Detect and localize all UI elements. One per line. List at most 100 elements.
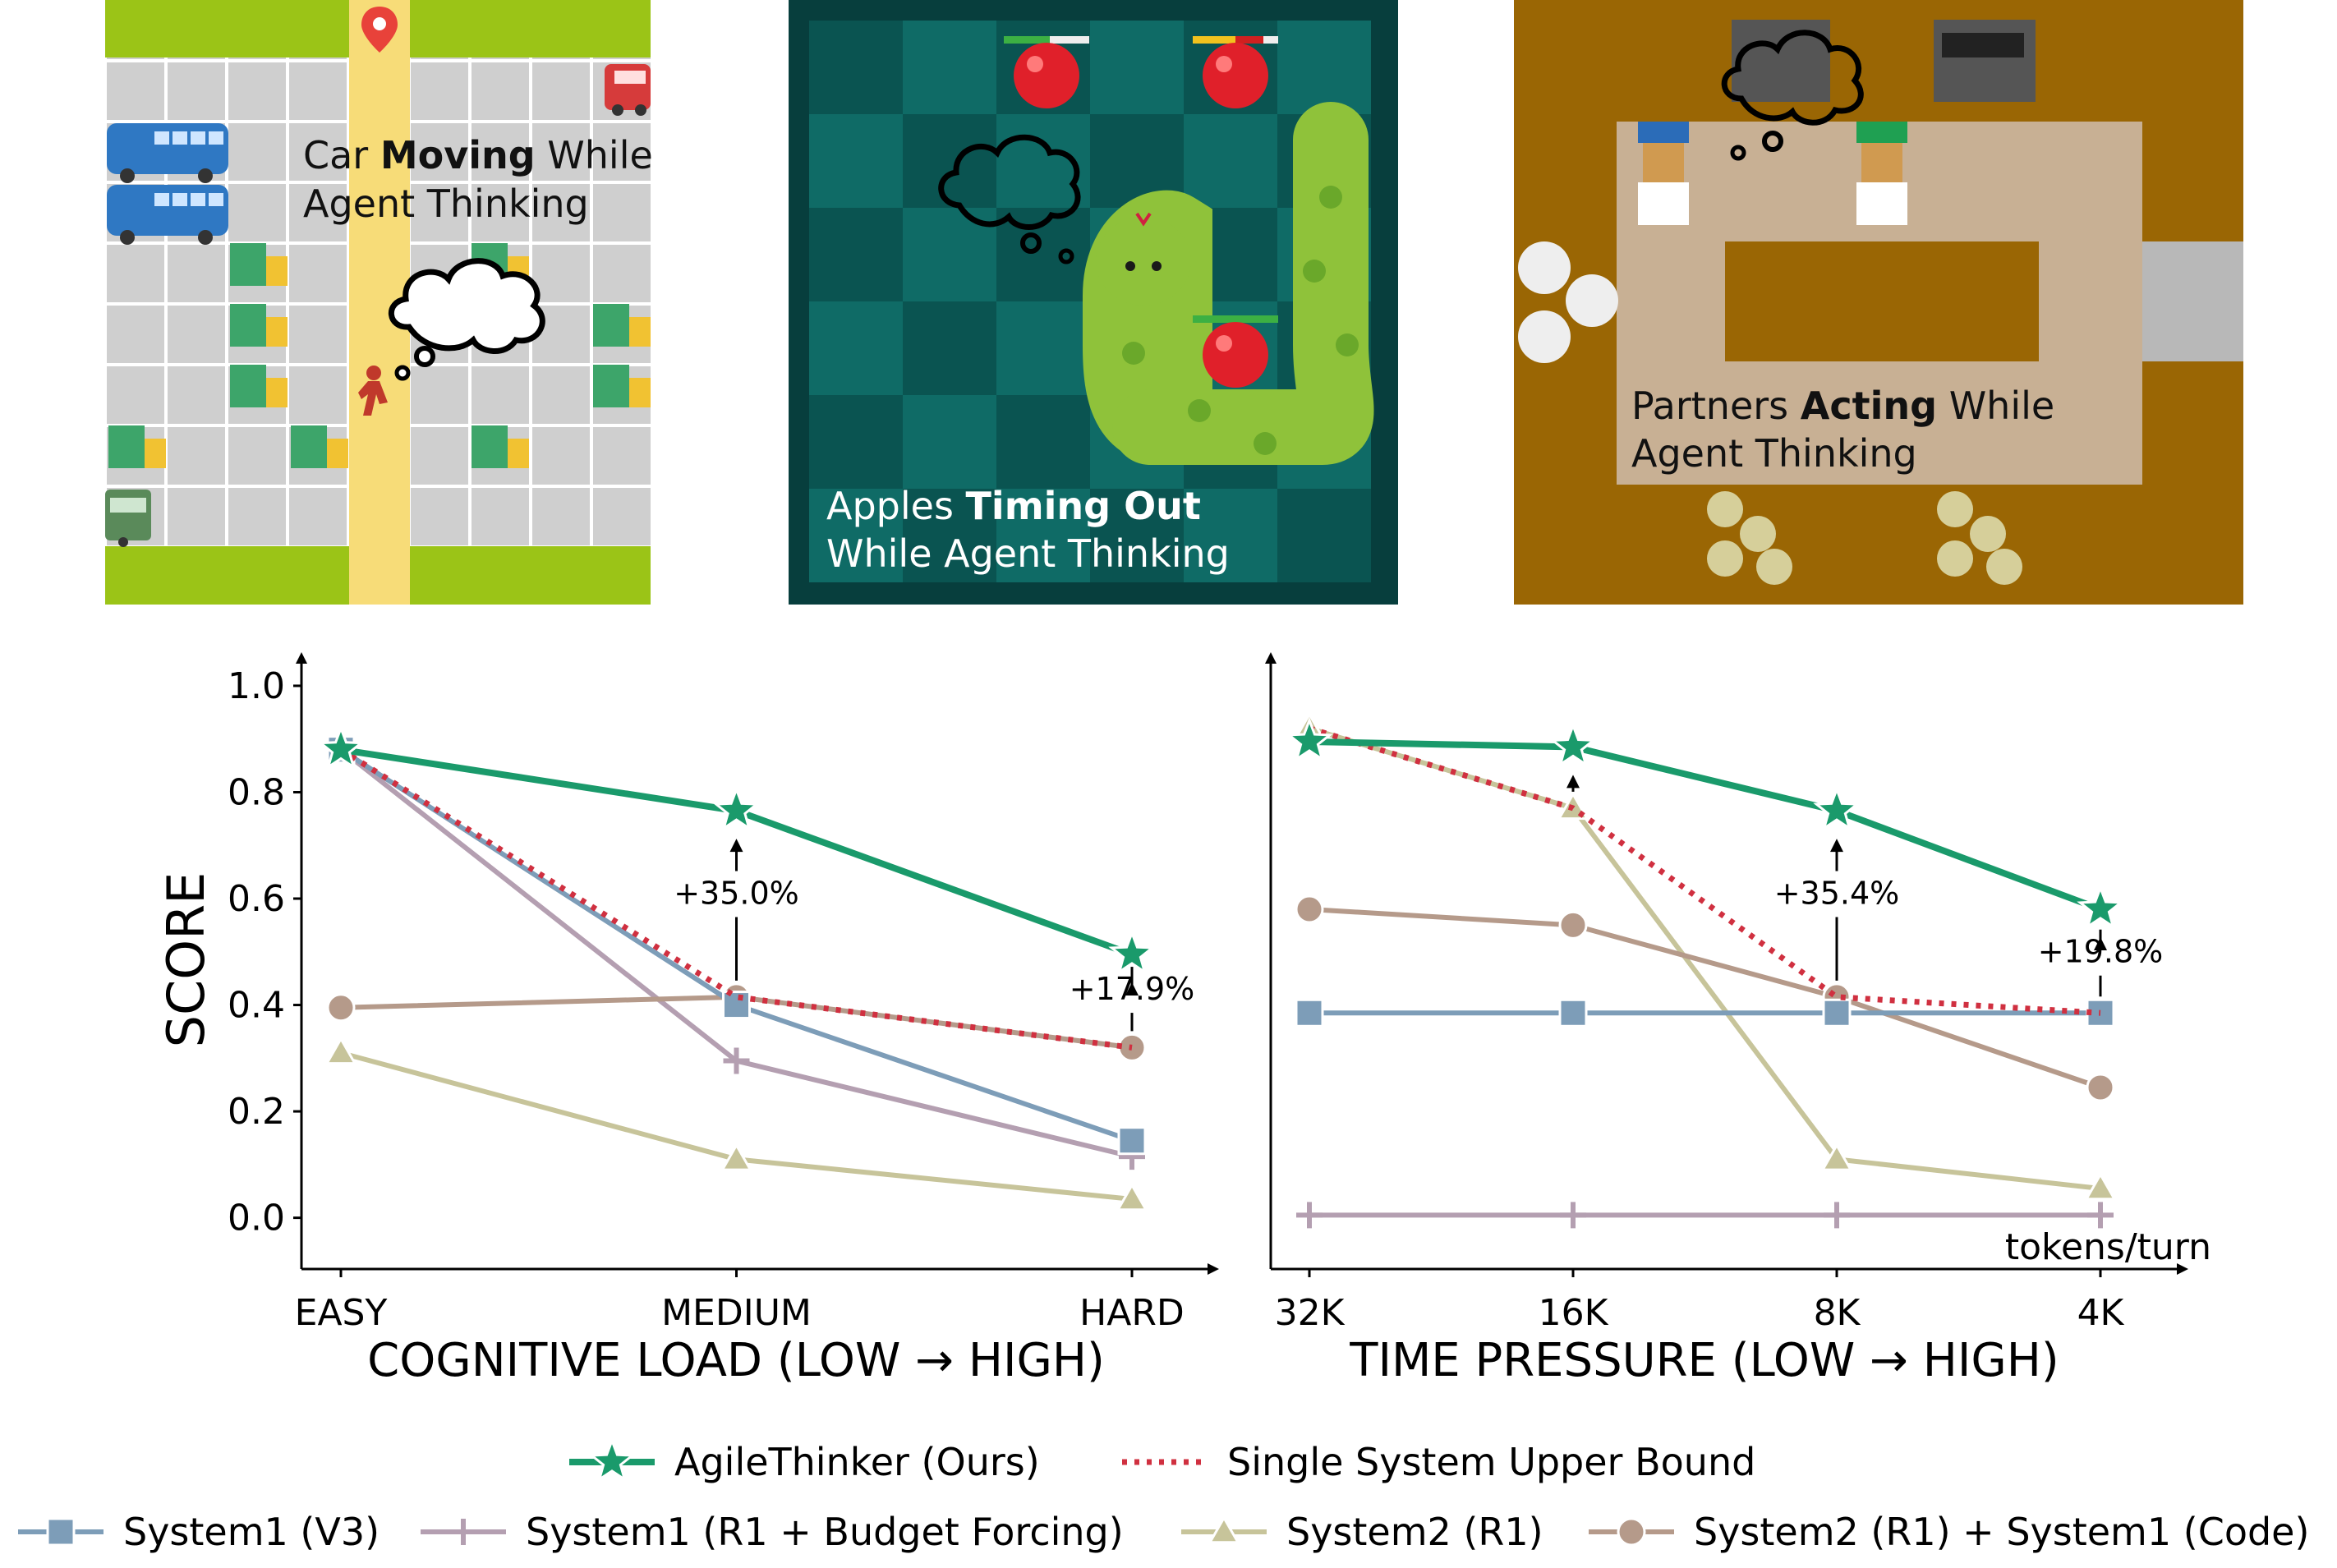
data-point-star <box>317 724 365 770</box>
y-axis-arrow <box>296 652 307 664</box>
overcooked-panel: Partners Acting While Agent Thinking <box>1514 0 2243 605</box>
truck-icons <box>108 243 651 468</box>
onion-icon <box>1970 516 2006 552</box>
data-point-star <box>588 1437 636 1483</box>
chef-icon <box>1856 122 1907 225</box>
board-cell <box>903 489 996 582</box>
data-point-star <box>1108 929 1156 975</box>
y-axis-label: SCORE <box>156 872 216 1048</box>
thought-bubble-icon <box>938 134 1081 264</box>
data-point-square <box>46 1517 76 1547</box>
chef-icon <box>1638 122 1689 225</box>
annotation-arrow <box>729 839 743 853</box>
board-cell <box>1090 21 1184 114</box>
legend-label: AgileThinker (Ours) <box>674 1440 1040 1484</box>
truck-cab <box>629 317 651 347</box>
x-axis-arrow <box>2177 1263 2188 1275</box>
thought-bubble-icon <box>389 258 545 381</box>
legend-label: System2 (R1) <box>1286 1510 1543 1554</box>
board-cell <box>996 395 1090 489</box>
truck-icon <box>230 243 266 286</box>
bus-icon <box>107 123 228 183</box>
data-point-star <box>1813 785 1861 831</box>
annotation-label: +35.0% <box>674 875 799 911</box>
annotation-arrow <box>1125 982 1139 996</box>
data-point-star <box>2077 884 2124 930</box>
onion-icon <box>1707 540 1743 577</box>
onion-icon <box>1937 491 1973 527</box>
onion-icon <box>1937 540 1973 577</box>
y-tick-label: 0.0 <box>228 1198 285 1239</box>
data-point-star <box>1549 722 1597 767</box>
truck-cab <box>327 439 348 468</box>
pin-icon <box>361 7 398 53</box>
snake-caption-line1: Apples Timing Out <box>826 484 1201 528</box>
truck-cab <box>629 378 651 407</box>
truck-icon <box>472 425 508 468</box>
board-cell <box>903 395 996 489</box>
serving-window <box>2142 241 2243 361</box>
chart-time-pressure: 32K 16K 8K 4K TIME PRESSURE (LOW → HIGH) toke… <box>1265 652 2211 1387</box>
snake-caption-line2: While Agent Thinking <box>826 531 1230 576</box>
legend-item-sys1r1: System1 (R1 + Budget Forcing) <box>421 1510 1124 1554</box>
legend-item-agile: AgileThinker (Ours) <box>569 1437 1040 1484</box>
board-cell <box>1184 114 1277 208</box>
board-cell <box>809 21 903 114</box>
board-cell <box>809 208 903 301</box>
x-tick-label: MEDIUM <box>661 1292 812 1334</box>
data-point-circle <box>326 993 356 1023</box>
bus-icon <box>107 185 228 245</box>
freeway-panel: Car Moving While Agent Thinking <box>104 0 654 605</box>
truck-cab <box>266 317 288 347</box>
tram-icon <box>105 490 151 547</box>
counter-hole <box>1725 241 2039 361</box>
board-cell <box>903 301 996 395</box>
annotation-label: +17.9% <box>1070 971 1195 1007</box>
data-point-circle <box>1617 1517 1646 1547</box>
series-line <box>1309 738 2102 913</box>
annotation-label: +19.8% <box>2038 934 2164 970</box>
truck-cab <box>266 378 288 407</box>
data-point-triangle <box>2084 1171 2117 1201</box>
data-point-circle <box>1558 910 1588 940</box>
truck-icon <box>230 365 266 407</box>
apple-icon <box>1193 315 1278 388</box>
truck-cab <box>266 256 288 286</box>
board-cell <box>1277 21 1371 114</box>
chart-cognitive-load: 0.0 0.2 0.4 0.6 0.8 1.0 EASY MEDIUM HARDCOGNITIV… <box>156 652 1219 1387</box>
annotation-arrow <box>1566 775 1580 789</box>
board-cell <box>903 114 996 208</box>
series-agile <box>1286 716 2124 930</box>
onion-icon <box>1756 549 1792 585</box>
legend-label: System1 (V3) <box>123 1510 380 1554</box>
truck-icon <box>230 304 266 347</box>
data-point-triangle <box>1116 1182 1148 1212</box>
series-agile <box>317 724 1156 975</box>
board-cell <box>996 489 1090 582</box>
legend-item-sys1v3: System1 (V3) <box>18 1510 380 1554</box>
truck-icon <box>593 365 629 407</box>
series-sys2 <box>324 1036 1148 1212</box>
thought-bubble-icon <box>1721 30 1864 161</box>
snake-icon <box>1083 102 1374 465</box>
y-tick-label: 0.6 <box>228 878 285 920</box>
annotation-arrow <box>2094 936 2107 950</box>
series-upper <box>1308 725 2101 1016</box>
series-line <box>1309 906 2101 1090</box>
onion-icons <box>1707 491 2022 585</box>
series-sys1r1 <box>1296 1202 2114 1229</box>
y-axis-arrow <box>1265 652 1277 664</box>
legend-item-sys2: System2 (R1) <box>1181 1510 1543 1554</box>
data-point-triangle <box>720 1143 753 1171</box>
bus-icon <box>605 64 651 116</box>
data-point-plus <box>1560 1202 1586 1229</box>
truck-icon <box>593 304 629 347</box>
data-point-triangle <box>324 1036 357 1065</box>
x-tick-label: 4K <box>2077 1292 2125 1334</box>
legend-label: System2 (R1) + System1 (Code) <box>1694 1510 2309 1554</box>
data-point-star <box>712 785 761 831</box>
data-point-square <box>1558 998 1588 1028</box>
overcooked-caption-line1: Partners Acting While <box>1631 384 2054 428</box>
legend: AgileThinker (Ours) Single System Upper B… <box>18 1437 2309 1554</box>
